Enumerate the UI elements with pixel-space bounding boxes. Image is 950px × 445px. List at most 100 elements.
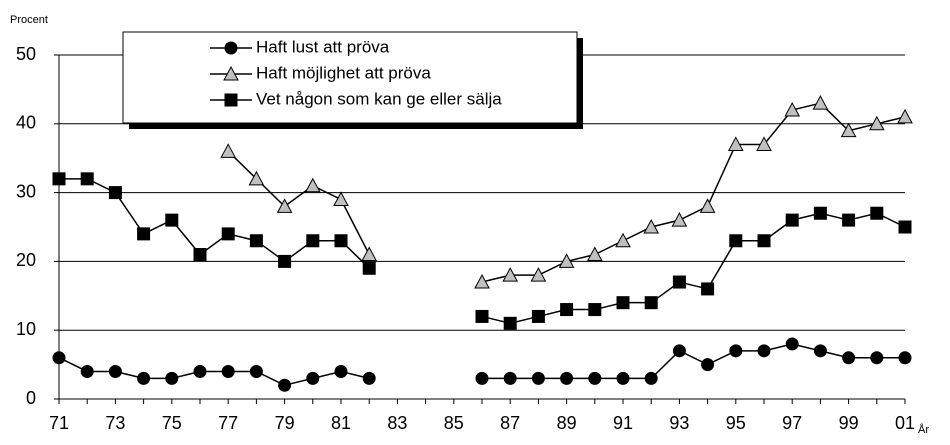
data-point — [221, 227, 235, 241]
data-point — [784, 101, 801, 117]
data-point — [248, 170, 265, 186]
data-point — [812, 95, 829, 110]
data-point — [108, 364, 122, 378]
data-point — [278, 378, 292, 392]
data-point — [616, 296, 630, 310]
x-tick-label: 85 — [444, 413, 464, 433]
data-point — [898, 220, 912, 234]
data-point — [672, 344, 686, 358]
legend-marker — [224, 93, 238, 107]
x-tick-label: 75 — [162, 413, 182, 433]
x-tick-label: 97 — [782, 413, 802, 433]
data-point — [137, 227, 151, 241]
data-point — [616, 371, 630, 385]
data-point — [756, 136, 772, 151]
data-point — [813, 344, 827, 358]
y-tick-label: 40 — [16, 113, 36, 133]
data-point — [334, 364, 348, 378]
data-point — [842, 213, 856, 227]
data-point — [165, 213, 179, 227]
data-point — [193, 248, 207, 262]
data-point — [727, 136, 744, 151]
data-point — [560, 371, 574, 385]
x-tick-label: 73 — [105, 413, 125, 433]
data-point — [897, 108, 913, 124]
data-point — [193, 364, 207, 378]
x-tick-label: 01 — [895, 413, 915, 433]
data-point — [701, 282, 715, 296]
series-line — [227, 102, 906, 283]
data-point — [701, 358, 715, 372]
data-point — [644, 371, 658, 385]
data-point — [813, 206, 827, 220]
data-point — [729, 344, 743, 358]
data-point — [249, 234, 263, 248]
data-point — [870, 206, 884, 220]
x-tick-label: 99 — [839, 413, 859, 433]
data-point — [588, 303, 602, 317]
data-point — [671, 212, 688, 227]
data-point — [474, 273, 490, 289]
x-tick-label: 71 — [49, 413, 69, 433]
data-point — [80, 172, 94, 186]
data-point — [276, 198, 293, 213]
data-point — [220, 143, 237, 158]
y-tick-label: 20 — [16, 250, 36, 270]
data-point — [503, 371, 517, 385]
x-tick-label: 77 — [218, 413, 238, 433]
data-point — [108, 186, 122, 200]
data-point — [306, 371, 320, 385]
data-point — [644, 296, 658, 310]
data-point — [672, 275, 686, 289]
y-tick-label: 30 — [16, 181, 36, 201]
data-point — [361, 246, 378, 262]
x-tick-label: 81 — [331, 413, 351, 433]
series-line — [59, 178, 906, 325]
data-point — [333, 191, 349, 206]
x-tick-label: 95 — [726, 413, 746, 433]
data-point — [531, 309, 545, 323]
data-point — [840, 122, 857, 138]
data-point — [165, 371, 179, 385]
data-point — [52, 172, 66, 186]
data-point — [137, 371, 151, 385]
legend-marker — [224, 41, 238, 55]
data-point — [249, 364, 263, 378]
data-point — [615, 232, 631, 248]
y-tick-label: 50 — [16, 44, 36, 64]
data-point — [52, 351, 66, 365]
data-point — [531, 371, 545, 385]
data-point — [898, 351, 912, 365]
data-point — [870, 351, 884, 365]
data-point — [785, 213, 799, 227]
data-point — [729, 234, 743, 248]
data-point — [785, 337, 799, 351]
data-point — [306, 234, 320, 248]
data-point — [643, 218, 660, 234]
data-point — [475, 309, 489, 323]
data-point — [588, 371, 602, 385]
data-point — [503, 316, 517, 330]
data-point — [868, 115, 885, 131]
x-axis-label: År — [918, 423, 929, 436]
data-point — [530, 267, 547, 282]
data-point — [586, 246, 603, 262]
data-point — [278, 254, 292, 268]
data-point — [560, 303, 574, 317]
legend: Haft lust att pröva Haft möjlighet att pr… — [122, 31, 583, 129]
x-tick-label: 87 — [500, 413, 520, 433]
data-point — [502, 267, 519, 282]
data-point — [362, 371, 376, 385]
legend-label: Vet någon som kan ge eller sälja — [256, 89, 502, 108]
data-point — [334, 234, 348, 248]
data-point — [757, 234, 771, 248]
data-point — [842, 351, 856, 365]
y-tick-label: 0 — [26, 388, 36, 408]
legend-label: Haft möjlighet att pröva — [256, 63, 431, 82]
x-tick-label: 89 — [557, 413, 577, 433]
y-tick-label: 10 — [16, 319, 36, 339]
y-axis-label: Procent — [10, 14, 48, 26]
data-point — [221, 364, 235, 378]
legend-marker — [223, 65, 239, 81]
